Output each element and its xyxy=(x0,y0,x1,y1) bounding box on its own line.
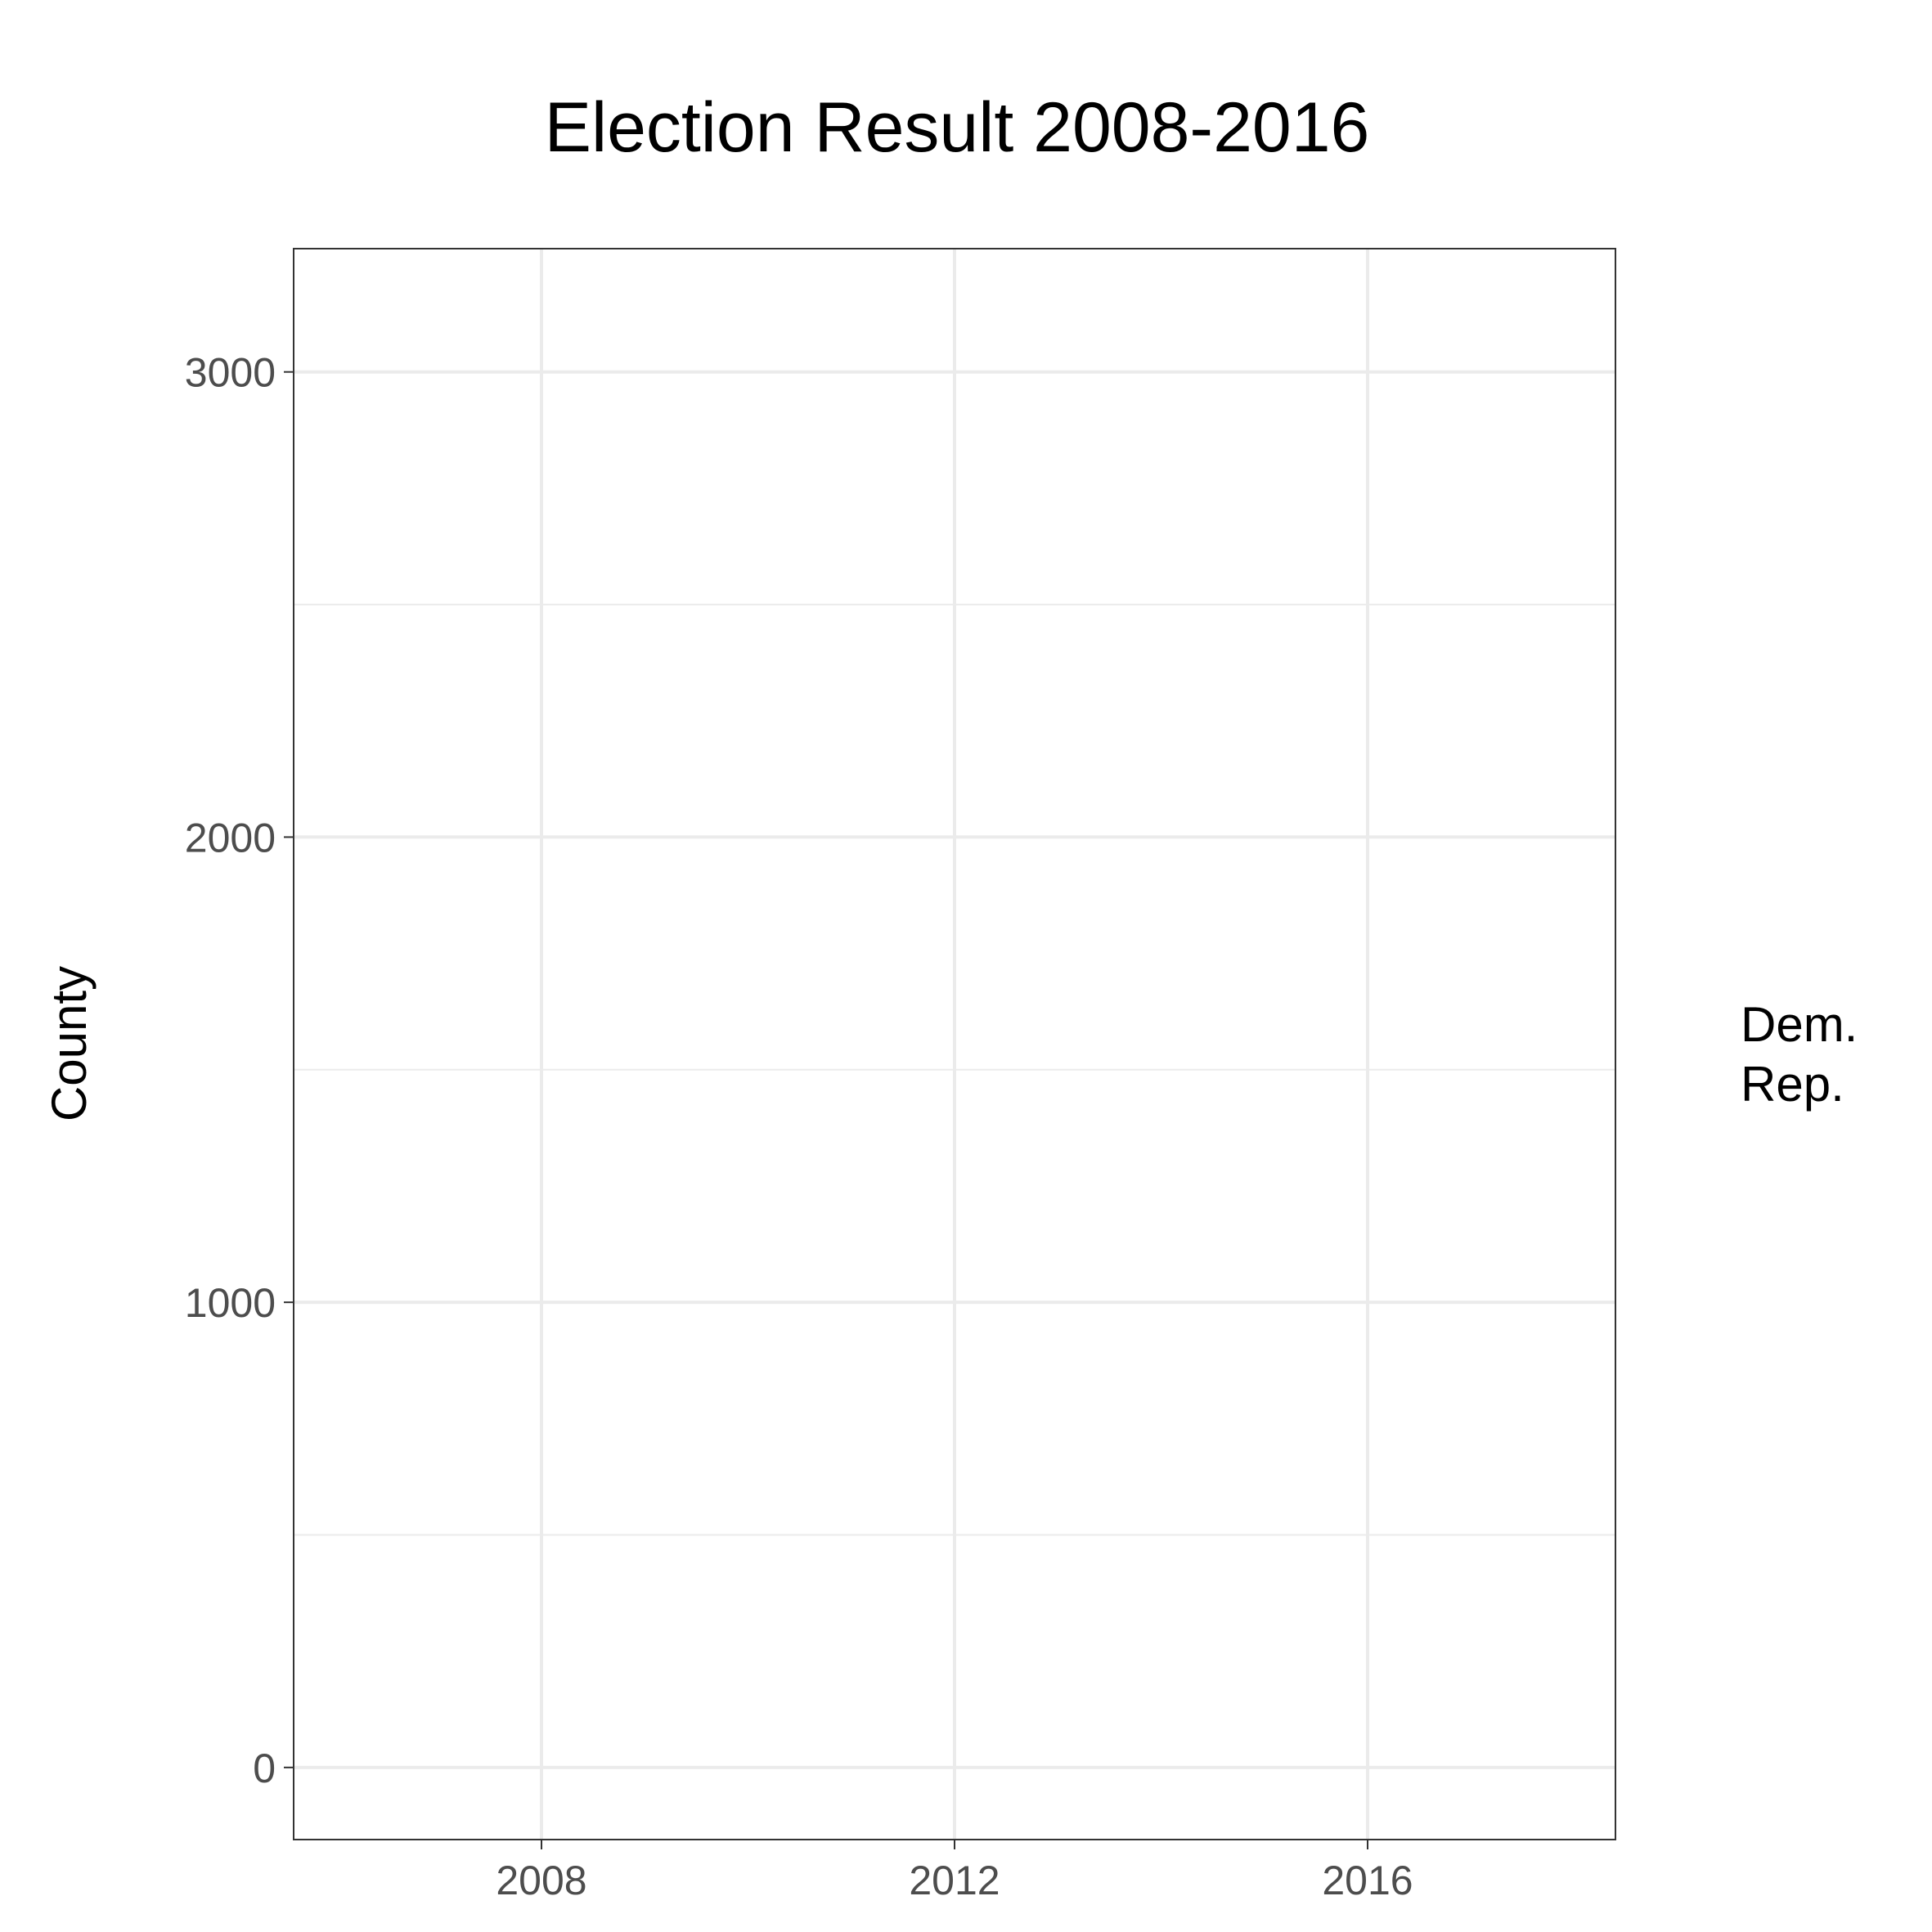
plot-panel xyxy=(293,248,1616,1840)
x-axis: 2008 2012 2016 xyxy=(496,1840,1413,1903)
chart-title: Election Result 2008-2016 xyxy=(545,88,1370,167)
x-tick-label: 2012 xyxy=(909,1858,1000,1903)
y-tick-label: 3000 xyxy=(185,350,276,396)
major-gridlines xyxy=(294,249,1615,1840)
legend-entry-label: Rep. xyxy=(1741,1057,1844,1112)
y-axis: 0 1000 2000 3000 xyxy=(185,350,294,1791)
y-tick-label: 2000 xyxy=(185,815,276,860)
x-tick-label: 2008 xyxy=(496,1858,586,1903)
legend: Dem.Rep. xyxy=(1741,997,1858,1112)
y-tick-label: 0 xyxy=(253,1746,276,1791)
y-tick-label: 1000 xyxy=(185,1280,276,1326)
y-axis-label: County xyxy=(42,966,97,1121)
x-tick-label: 2016 xyxy=(1322,1858,1413,1903)
legend-entry-label: Dem. xyxy=(1741,997,1858,1052)
